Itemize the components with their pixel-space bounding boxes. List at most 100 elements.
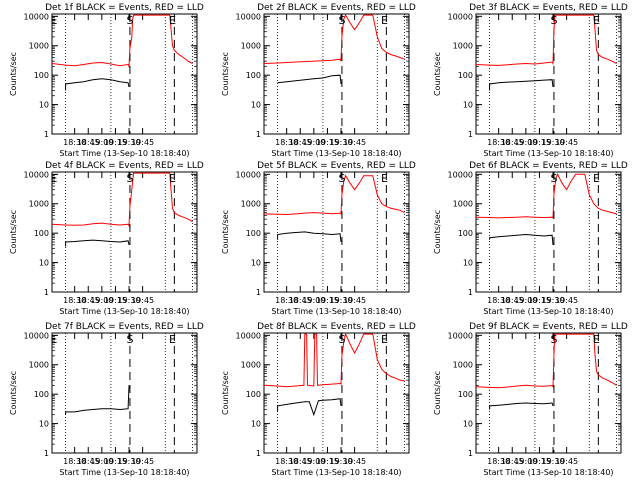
start-marker-label: S	[126, 14, 133, 27]
start-marker-label: S	[550, 14, 557, 27]
x-tick-label: 19:15	[528, 296, 551, 305]
x-tick-label: 18:30	[487, 138, 510, 147]
x-tick-label: 19:30	[118, 457, 141, 466]
x-tick-label: 18:30	[275, 296, 298, 305]
plot-frame	[263, 171, 410, 293]
series-line-events	[489, 79, 554, 91]
x-tick-label: 19:15	[316, 296, 339, 305]
y-tick-label: 1	[468, 130, 473, 139]
y-tick-label: 100	[34, 390, 49, 399]
plot-frame	[51, 13, 198, 135]
x-tick-label: 19:30	[330, 296, 353, 305]
y-tick-label: 10000	[24, 170, 49, 179]
y-tick-label: 1	[256, 449, 261, 458]
plot-frame	[475, 171, 622, 293]
series-line-events	[489, 402, 554, 410]
x-tick-label: 19:45	[343, 296, 366, 305]
x-tick-label: 19:30	[118, 138, 141, 147]
y-tick-label: 100	[246, 390, 261, 399]
end-marker-label: E	[593, 14, 600, 27]
end-marker-label: E	[381, 14, 388, 27]
y-tick-label: 1	[468, 288, 473, 297]
start-marker-label: S	[126, 333, 133, 346]
start-marker-label: S	[338, 172, 345, 185]
y-tick-label: 10000	[448, 331, 473, 340]
start-marker-label: S	[550, 333, 557, 346]
y-tick-label: 1	[44, 449, 49, 458]
chart-title: Det 7f BLACK = Events, RED = LLD	[45, 322, 204, 332]
y-tick-label: 1000	[29, 361, 49, 370]
x-tick-label: 18:30	[275, 457, 298, 466]
y-axis-label: Counts/sec	[221, 210, 230, 254]
x-tick-label: 19:15	[104, 296, 127, 305]
chart-title: Det 8f BLACK = Events, RED = LLD	[257, 322, 416, 332]
end-marker-label: E	[50, 14, 57, 27]
y-tick-label: 10000	[236, 12, 261, 21]
plot-frame	[263, 13, 410, 135]
y-tick-label: 100	[458, 390, 473, 399]
y-tick-label: 1	[256, 288, 261, 297]
x-tick-label: 18:30	[487, 457, 510, 466]
x-axis-label: Start Time (13-Sep-10 18:18:40)	[59, 468, 189, 477]
series-line-events	[277, 231, 342, 243]
x-tick-label: 18:45	[501, 138, 524, 147]
chart-panel-8: Det 8f BLACK = Events, RED = LLD 1 10 100 10…	[221, 322, 416, 477]
chart-panel-1: Det 1f BLACK = Events, RED = LLD 1 10 100 10…	[9, 3, 204, 158]
y-tick-label: 100	[246, 229, 261, 238]
chart-panel-3: Det 3f BLACK = Events, RED = LLD 1 10 100 10…	[433, 3, 628, 158]
x-tick-label: 18:45	[501, 457, 524, 466]
y-tick-label: 10000	[24, 12, 49, 21]
x-axis-label: Start Time (13-Sep-10 18:18:40)	[483, 468, 613, 477]
x-tick-label: 18:45	[289, 457, 312, 466]
x-axis-label: Start Time (13-Sep-10 18:18:40)	[271, 149, 401, 158]
y-tick-label: 100	[246, 71, 261, 80]
series-line-lld	[263, 174, 405, 216]
x-tick-label: 18:30	[63, 138, 86, 147]
y-axis-label: Counts/sec	[9, 210, 18, 254]
end-marker-label: E	[381, 172, 388, 185]
x-tick-label: 19:30	[542, 457, 565, 466]
x-tick-label: 18:45	[501, 296, 524, 305]
x-tick-label: 19:00	[302, 138, 325, 147]
start-marker-label: S	[338, 333, 345, 346]
series-line-events	[65, 385, 130, 415]
y-tick-label: 100	[34, 229, 49, 238]
y-axis-label: Counts/sec	[9, 371, 18, 415]
series-line-events	[65, 239, 130, 247]
y-axis-label: Counts/sec	[221, 52, 230, 96]
y-tick-label: 10	[251, 420, 261, 429]
chart-panel-9: Det 9f BLACK = Events, RED = LLD 1 10 100 10…	[433, 322, 628, 477]
y-tick-label: 1000	[241, 361, 261, 370]
x-tick-label: 19:00	[90, 296, 113, 305]
x-tick-label: 19:00	[514, 457, 537, 466]
x-tick-label: 18:30	[487, 296, 510, 305]
x-tick-label: 19:00	[302, 296, 325, 305]
x-tick-label: 18:30	[63, 296, 86, 305]
series-line-lld	[475, 333, 617, 389]
y-tick-label: 10	[39, 420, 49, 429]
y-axis-label: Counts/sec	[9, 52, 18, 96]
x-tick-label: 19:30	[330, 457, 353, 466]
chart-title: Det 2f BLACK = Events, RED = LLD	[257, 3, 416, 13]
x-tick-label: 19:45	[131, 457, 154, 466]
y-tick-label: 1	[44, 130, 49, 139]
end-marker-label: E	[50, 172, 57, 185]
x-tick-label: 19:00	[90, 457, 113, 466]
y-tick-label: 10	[463, 101, 473, 110]
series-line-events	[65, 78, 130, 91]
y-axis-label: Counts/sec	[221, 371, 230, 415]
chart-title: Det 1f BLACK = Events, RED = LLD	[45, 3, 204, 13]
x-tick-label: 19:30	[542, 296, 565, 305]
x-axis-label: Start Time (13-Sep-10 18:18:40)	[59, 149, 189, 158]
x-tick-label: 19:00	[302, 457, 325, 466]
y-tick-label: 10	[251, 101, 261, 110]
y-tick-label: 1	[256, 130, 261, 139]
x-tick-label: 19:15	[316, 138, 339, 147]
y-axis-label: Counts/sec	[433, 52, 442, 96]
y-tick-label: 1000	[453, 42, 473, 51]
y-tick-label: 1000	[241, 200, 261, 209]
x-tick-label: 19:30	[330, 138, 353, 147]
y-axis-label: Counts/sec	[433, 371, 442, 415]
x-tick-label: 18:45	[77, 138, 100, 147]
x-tick-label: 18:30	[275, 138, 298, 147]
